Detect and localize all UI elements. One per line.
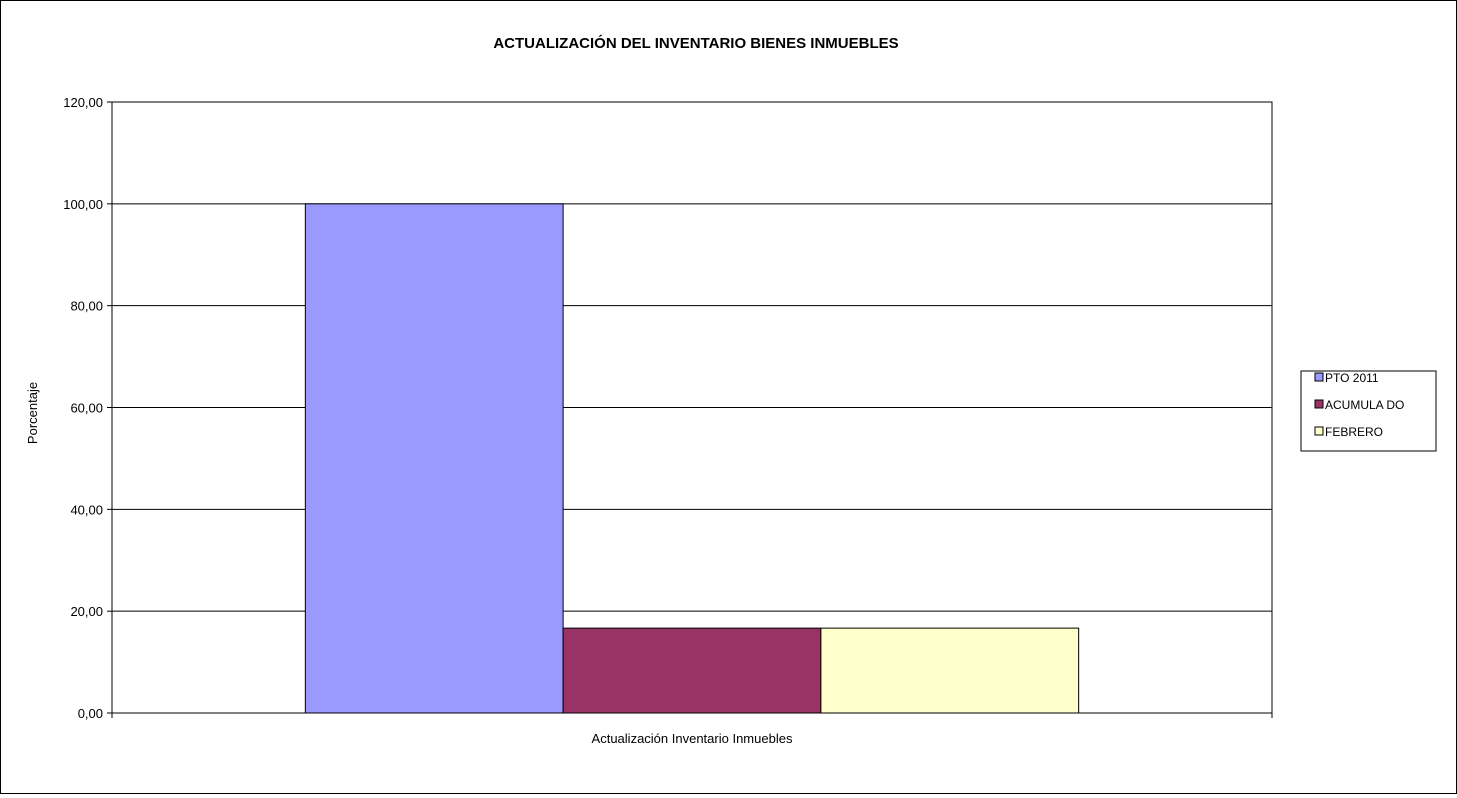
legend: PTO 2011 ACUMULA DO FEBRERO: [1300, 370, 1437, 452]
legend-swatch: [1314, 372, 1324, 382]
bar-febrero: [820, 627, 1080, 714]
bar-pto-2011: [304, 203, 564, 714]
legend-swatch: [1314, 399, 1324, 409]
x-category-label: Actualización Inventario Inmuebles: [592, 731, 793, 746]
legend-label: ACUMULA DO: [1325, 398, 1404, 412]
y-axis-label: Porcentaje: [25, 382, 40, 444]
y-tick-label: 60,00: [70, 401, 103, 416]
y-tick-label: 20,00: [70, 604, 103, 619]
bar-acumula-do: [562, 627, 822, 714]
y-tick-label: 40,00: [70, 502, 103, 517]
y-tick-label: 80,00: [70, 299, 103, 314]
y-axis-ticks: 0,00 20,00 40,00 60,00 80,00 100,00 120,00: [63, 95, 112, 721]
y-tick-label: 0,00: [78, 706, 103, 721]
legend-swatch: [1314, 426, 1324, 436]
x-axis-ticks: [111, 713, 1273, 718]
y-tick-label: 120,00: [63, 95, 103, 110]
legend-label: FEBRERO: [1325, 425, 1383, 439]
chart-title: ACTUALIZACIÓN DEL INVENTARIO BIENES INMU…: [493, 34, 898, 52]
legend-box: [1300, 370, 1437, 452]
legend-label: PTO 2011: [1325, 371, 1379, 385]
bars: [304, 203, 1080, 714]
y-tick-label: 100,00: [63, 197, 103, 212]
